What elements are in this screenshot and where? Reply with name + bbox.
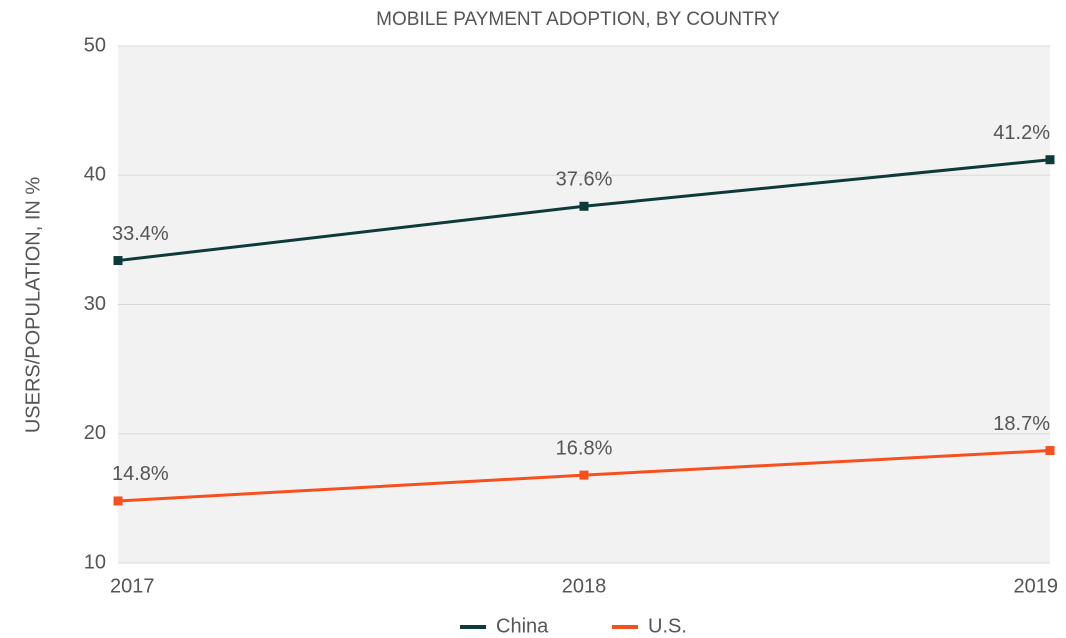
y-axis-label: USERS/POPULATION, IN % [22,177,44,434]
point-marker [579,470,589,480]
legend-label: China [496,615,549,637]
data-label: 16.8% [556,437,613,459]
point-marker [113,496,123,506]
y-tick-label: 10 [84,551,106,573]
legend-label: U.S. [648,615,687,637]
data-label: 33.4% [112,223,169,245]
data-label: 41.2% [993,122,1050,144]
y-tick-label: 30 [84,293,106,315]
point-marker [113,256,123,266]
chart-title: MOBILE PAYMENT ADOPTION, BY COUNTRY [376,9,780,30]
data-label: 37.6% [556,169,613,191]
x-tick-label: 2017 [110,575,155,597]
point-marker [1045,446,1055,456]
data-label: 18.7% [993,413,1050,435]
point-marker [579,201,589,211]
y-tick-label: 40 [84,164,106,186]
point-marker [1045,155,1055,165]
x-tick-label: 2019 [1014,575,1059,597]
y-tick-label: 50 [84,34,106,56]
x-tick-label: 2018 [562,575,607,597]
data-label: 14.8% [112,463,169,485]
y-tick-label: 20 [84,422,106,444]
